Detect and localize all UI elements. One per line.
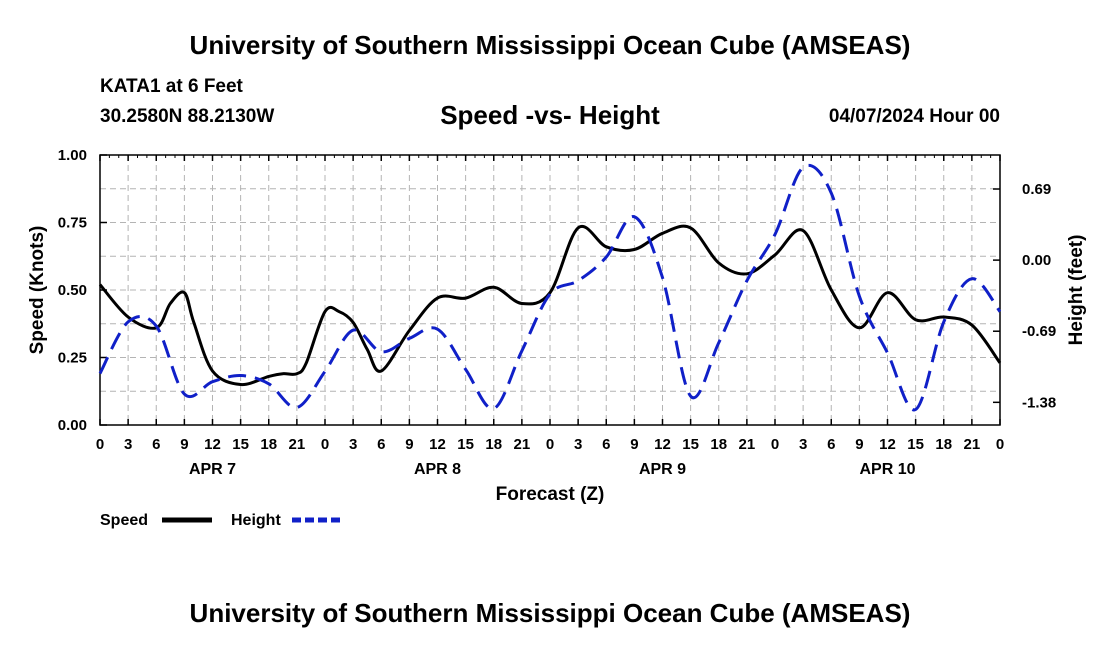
x-tick-label: 15	[907, 436, 924, 453]
x-tick-label: 18	[935, 436, 952, 453]
x-tick-label: 6	[602, 436, 610, 453]
x-tick-label: 21	[739, 436, 756, 453]
x-tick-label: 21	[514, 436, 531, 453]
x-tick-label: 0	[321, 436, 329, 453]
x-tick-label: 21	[289, 436, 306, 453]
footer-title: University of Southern Mississippi Ocean…	[189, 598, 911, 628]
x-tick-label: 0	[546, 436, 554, 453]
x-tick-label: 15	[232, 436, 249, 453]
x-tick-label: 6	[827, 436, 835, 453]
x-tick-label: 21	[964, 436, 981, 453]
x-tick-label: 18	[260, 436, 277, 453]
y2-tick-label: -0.69	[1022, 323, 1056, 340]
legend-height-label: Height	[231, 512, 281, 529]
series-line-speed	[98, 224, 1002, 387]
x-tick-label: 15	[682, 436, 699, 453]
chart-title: Speed -vs- Height	[440, 100, 660, 130]
series-line-height	[98, 163, 1002, 412]
day-label: APR 7	[189, 461, 236, 478]
y-tick-label: 0.00	[58, 417, 87, 434]
x-tick-label: 0	[96, 436, 104, 453]
axis-labels: Forecast (Z) Speed (Knots) Height (feet)	[27, 226, 1087, 505]
x-tick-label: 0	[771, 436, 779, 453]
x-tick-label: 9	[630, 436, 638, 453]
station-coordinates: 30.2580N 88.2130W	[100, 106, 275, 127]
grid	[100, 155, 1000, 425]
y-tick-label: 0.25	[58, 350, 87, 367]
x-axis-title: Forecast (Z)	[496, 484, 605, 505]
x-tick-label: 18	[710, 436, 727, 453]
series-lines	[98, 163, 1002, 412]
x-tick-label: 3	[799, 436, 807, 453]
y2-tick-label: 0.00	[1022, 252, 1051, 269]
x-tick-label: 9	[855, 436, 863, 453]
x-tick-label: 9	[180, 436, 188, 453]
axis-ticks: 0 3 6 9 12 15 18 21 0 3 6 9 12 15 18 21 0 3 6 9 12 15 18 21 0 3 6 9…	[58, 147, 1056, 478]
day-label: APR 8	[414, 461, 461, 478]
x-tick-label: 12	[654, 436, 671, 453]
day-label: APR 9	[639, 461, 686, 478]
legend-speed-label: Speed	[100, 512, 148, 529]
y-tick-label: 1.00	[58, 147, 87, 164]
x-tick-label: 9	[405, 436, 413, 453]
forecast-date: 04/07/2024 Hour 00	[828, 106, 1000, 127]
legend: Speed Height	[100, 512, 342, 529]
x-tick-label: 3	[349, 436, 357, 453]
day-label: APR 10	[859, 461, 915, 478]
x-tick-label: 0	[996, 436, 1004, 453]
x-tick-label: 12	[204, 436, 221, 453]
y-tick-label: 0.50	[58, 282, 87, 299]
x-tick-label: 15	[457, 436, 474, 453]
x-tick-label: 3	[124, 436, 132, 453]
station-label: KATA1 at 6 Feet	[100, 76, 243, 97]
x-tick-label: 3	[574, 436, 582, 453]
y2-tick-label: -1.38	[1022, 394, 1056, 411]
x-tick-label: 12	[879, 436, 896, 453]
x-tick-label: 6	[377, 436, 385, 453]
main-title: University of Southern Mississippi Ocean…	[189, 30, 911, 60]
y2-axis-title: Height (feet)	[1066, 235, 1087, 346]
y-tick-label: 0.75	[58, 215, 87, 232]
x-tick-label: 12	[429, 436, 446, 453]
y2-tick-label: 0.69	[1022, 181, 1051, 198]
x-tick-label: 18	[485, 436, 502, 453]
y-axis-title: Speed (Knots)	[27, 226, 48, 355]
x-tick-label: 6	[152, 436, 160, 453]
